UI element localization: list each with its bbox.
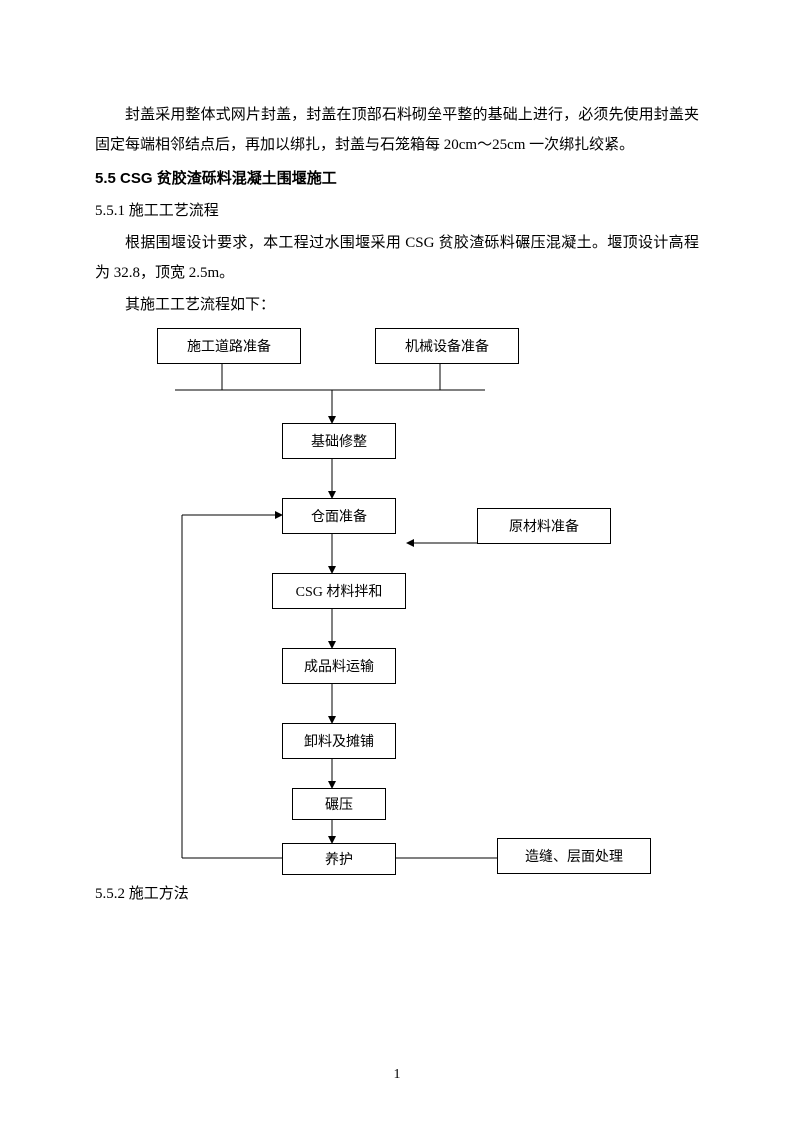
flow-node-equipment-prep: 机械设备准备 <box>375 328 519 364</box>
flow-node-cure: 养护 <box>282 843 396 875</box>
flow-node-road-prep: 施工道路准备 <box>157 328 301 364</box>
heading-5-5-2: 5.5.2 施工方法 <box>95 879 699 909</box>
flow-node-joint: 造缝、层面处理 <box>497 838 651 874</box>
flow-node-csg-mix: CSG 材料拌和 <box>272 573 406 609</box>
flow-node-face-prep: 仓面准备 <box>282 498 396 534</box>
page-number: 1 <box>0 1067 794 1083</box>
paragraph-2: 根据围堰设计要求，本工程过水围堰采用 CSG 贫胶渣砾料碾压混凝土。堰顶设计高程… <box>95 228 699 288</box>
flow-node-spread: 卸料及摊铺 <box>282 723 396 759</box>
flow-node-compact: 碾压 <box>292 788 386 820</box>
flow-node-transport: 成品料运输 <box>282 648 396 684</box>
paragraph-1: 封盖采用整体式网片封盖，封盖在顶部石料砌垒平整的基础上进行，必须先使用封盖夹固定… <box>95 100 699 160</box>
heading-5-5: 5.5 CSG 贫胶渣砾料混凝土围堰施工 <box>95 164 699 194</box>
flowchart: 施工道路准备 机械设备准备 基础修整 仓面准备 原材料准备 CSG 材料拌和 成… <box>97 328 697 873</box>
heading-5-5-1: 5.5.1 施工工艺流程 <box>95 196 699 226</box>
flow-node-material-prep: 原材料准备 <box>477 508 611 544</box>
paragraph-3: 其施工工艺流程如下： <box>95 290 699 320</box>
flow-node-foundation: 基础修整 <box>282 423 396 459</box>
